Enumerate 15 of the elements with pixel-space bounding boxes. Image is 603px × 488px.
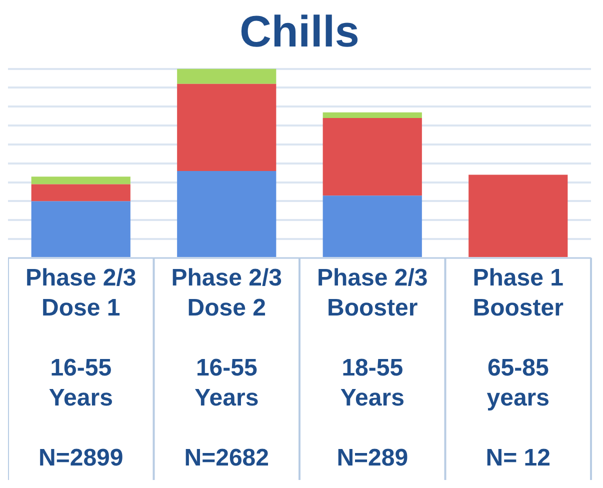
bar <box>31 176 130 184</box>
category-label: Phase 2/3 Dose 2 16-55 Years N=2682 <box>171 264 282 472</box>
chart-title: Chills <box>240 8 360 57</box>
bar <box>177 170 276 257</box>
bar <box>322 112 422 118</box>
bar <box>177 68 276 84</box>
category-label: Phase 2/3 Booster 18-55 Years N=289 <box>317 264 428 472</box>
bar <box>31 201 130 257</box>
category-label: Phase 2/3 Dose 1 16-55 Years N=2899 <box>26 264 136 472</box>
bar <box>468 174 568 257</box>
bar <box>322 118 422 196</box>
bar <box>322 196 422 257</box>
category-label: Phase 1 Booster 65-85 years N= 12 <box>472 264 564 472</box>
bar <box>31 184 130 202</box>
bar <box>177 84 276 171</box>
